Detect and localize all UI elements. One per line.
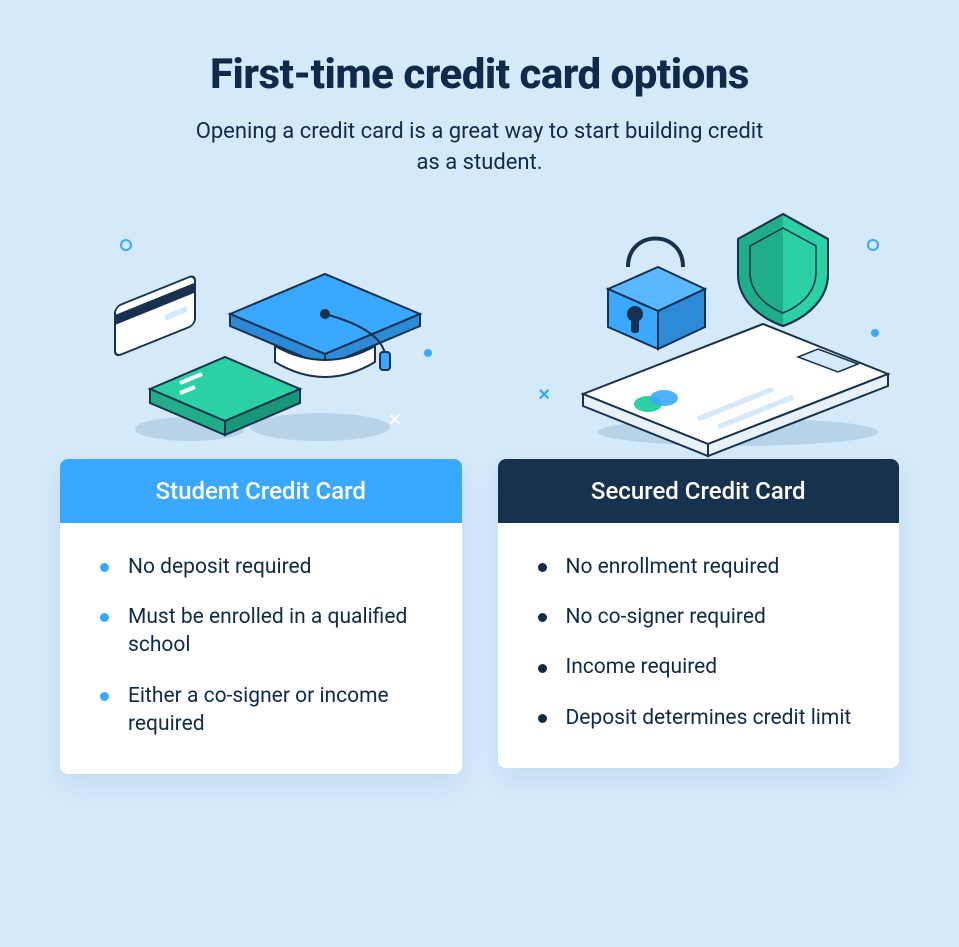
secured-illustration: ✕ [498, 199, 900, 459]
page-subtitle: Opening a credit card is a great way to … [190, 117, 770, 179]
secured-bullet-list: No enrollment required No co-signer requ… [538, 553, 870, 732]
secured-card: Secured Credit Card No enrollment requir… [498, 459, 900, 768]
list-item: No co-signer required [538, 603, 870, 631]
list-item: Deposit determines credit limit [538, 704, 870, 732]
accent-circle-icon [120, 239, 132, 251]
mini-credit-card-icon [110, 279, 205, 344]
columns-container: ✕ [60, 199, 899, 775]
student-card: Student Credit Card No deposit required … [60, 459, 462, 775]
secured-card-body: No enrollment required No co-signer requ… [498, 523, 900, 768]
accent-x-icon: ✕ [538, 385, 551, 404]
student-card-header: Student Credit Card [60, 459, 462, 523]
list-item: Income required [538, 653, 870, 681]
list-item: Either a co-signer or income required [100, 682, 432, 739]
accent-circle-icon [867, 239, 879, 251]
padlock-icon [593, 209, 713, 359]
student-card-body: No deposit required Must be enrolled in … [60, 523, 462, 775]
column-secured: ✕ [498, 199, 900, 775]
page-title: First-time credit card options [60, 50, 899, 99]
list-item: No enrollment required [538, 553, 870, 581]
column-student: ✕ [60, 199, 462, 775]
student-illustration: ✕ [60, 199, 462, 459]
list-item: No deposit required [100, 553, 432, 581]
student-bullet-list: No deposit required Must be enrolled in … [100, 553, 432, 739]
list-item: Must be enrolled in a qualified school [100, 603, 432, 660]
shield-icon [723, 204, 843, 334]
graduation-cap-icon [210, 234, 430, 404]
secured-card-header: Secured Credit Card [498, 459, 900, 523]
